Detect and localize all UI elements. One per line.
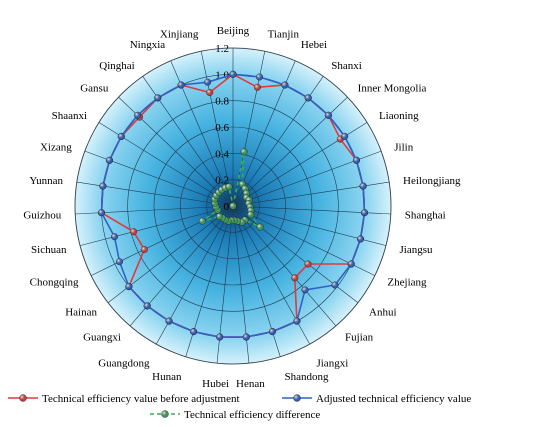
series-point-highlight bbox=[99, 182, 107, 190]
category-label: Xizang bbox=[40, 141, 72, 153]
category-label: Shanxi bbox=[331, 60, 362, 72]
series-point-highlight bbox=[106, 157, 113, 164]
series-point-highlight bbox=[165, 317, 173, 325]
category-label: Hunan bbox=[152, 371, 182, 383]
category-label: Shanghai bbox=[405, 210, 446, 222]
series-point-highlight bbox=[341, 133, 349, 140]
category-label: Zhejiang bbox=[387, 277, 427, 289]
category-label: Anhui bbox=[369, 306, 397, 318]
series-point-highlight bbox=[293, 317, 301, 325]
radial-tick-label: 0 bbox=[224, 201, 230, 213]
grid-spoke bbox=[91, 205, 234, 276]
category-label: Beijing bbox=[217, 25, 250, 37]
radial-tick-label: 1.2 bbox=[215, 43, 229, 55]
series-point-highlight bbox=[304, 94, 312, 102]
series-point-highlight bbox=[269, 328, 276, 335]
series-point-highlight bbox=[229, 202, 237, 210]
series-point-highlight bbox=[177, 81, 185, 89]
category-label: Hainan bbox=[65, 306, 97, 318]
series-point-highlight bbox=[353, 157, 360, 164]
category-label: Xinjiang bbox=[160, 29, 199, 41]
legend-label: Technical efficiency difference bbox=[184, 409, 320, 421]
series-point-highlight bbox=[199, 217, 206, 225]
grid-spoke bbox=[232, 205, 337, 327]
category-label: Ningxia bbox=[130, 39, 166, 51]
category-label: Hubei bbox=[202, 378, 229, 390]
radial-tick-label: 0.2 bbox=[215, 175, 229, 187]
category-label: Qinghai bbox=[99, 60, 134, 72]
category-label: Gansu bbox=[80, 82, 109, 94]
series-point-highlight bbox=[111, 233, 118, 240]
series-point-highlight bbox=[331, 281, 339, 289]
radial-tick-label: 0.4 bbox=[215, 148, 229, 160]
series-point-highlight bbox=[301, 286, 309, 294]
series-point-highlight bbox=[225, 183, 233, 190]
series-point-highlight bbox=[125, 283, 133, 290]
category-label: Henan bbox=[236, 378, 265, 390]
category-label: Guangxi bbox=[83, 332, 121, 344]
series-point-highlight bbox=[304, 260, 312, 268]
legend-swatch-highlight bbox=[161, 410, 169, 418]
series-point-highlight bbox=[254, 84, 261, 91]
series-point-highlight bbox=[291, 274, 299, 282]
category-label: Inner Mongolia bbox=[358, 82, 427, 94]
category-label: Hebei bbox=[301, 39, 327, 51]
series-point-highlight bbox=[240, 148, 248, 156]
series-point-highlight bbox=[98, 209, 105, 216]
series-point-highlight bbox=[357, 235, 364, 243]
series-point-highlight bbox=[247, 211, 254, 218]
series-point-highlight bbox=[204, 78, 211, 86]
series-point-highlight bbox=[359, 182, 367, 190]
series-point-highlight bbox=[243, 333, 250, 341]
series-point-highlight bbox=[143, 302, 151, 310]
series-point-highlight bbox=[325, 112, 332, 119]
category-label: Yunnan bbox=[29, 175, 63, 187]
legend-label: Technical efficiency value before adjust… bbox=[42, 393, 240, 405]
series-point-highlight bbox=[216, 213, 223, 220]
legend-label: Adjusted technical efficiency value bbox=[316, 393, 471, 405]
series-point-highlight bbox=[130, 228, 137, 235]
series-point-highlight bbox=[361, 209, 368, 216]
grid-spoke bbox=[79, 205, 234, 246]
category-label: Sichuan bbox=[31, 244, 67, 256]
category-label: Shaanxi bbox=[52, 110, 87, 122]
legend-swatch-highlight bbox=[19, 394, 27, 402]
legend-swatch-highlight bbox=[293, 394, 301, 402]
series-point-highlight bbox=[216, 333, 223, 341]
series-point-highlight bbox=[141, 246, 148, 253]
series-point-highlight bbox=[229, 71, 237, 78]
series-line bbox=[100, 73, 366, 338]
series-point-highlight bbox=[190, 328, 197, 335]
series-point-highlight bbox=[256, 73, 263, 81]
category-label: Guizhou bbox=[23, 210, 61, 222]
category-label: Liaoning bbox=[379, 110, 419, 122]
category-label: Guangdong bbox=[98, 357, 150, 369]
series-point-highlight bbox=[134, 112, 141, 119]
category-label: Tianjin bbox=[268, 29, 300, 41]
category-label: Chongqing bbox=[30, 277, 79, 289]
series-point-highlight bbox=[206, 89, 213, 96]
series-point-highlight bbox=[281, 81, 289, 89]
series-point-highlight bbox=[116, 258, 123, 266]
category-label: Jiangxi bbox=[316, 357, 348, 369]
category-label: Shandong bbox=[284, 371, 329, 383]
radial-tick-label: 0.8 bbox=[215, 96, 229, 108]
series-point-highlight bbox=[154, 94, 162, 102]
grid-spoke bbox=[200, 51, 234, 207]
category-label: Heilongjiang bbox=[403, 175, 461, 187]
category-label: Jiangsu bbox=[400, 244, 434, 256]
radial-tick-label: 0.6 bbox=[215, 122, 229, 134]
series-point-highlight bbox=[256, 223, 264, 231]
category-label: Jilin bbox=[394, 141, 413, 153]
series-point-highlight bbox=[118, 133, 125, 140]
series-point-highlight bbox=[347, 260, 355, 268]
category-label: Fujian bbox=[345, 332, 374, 344]
